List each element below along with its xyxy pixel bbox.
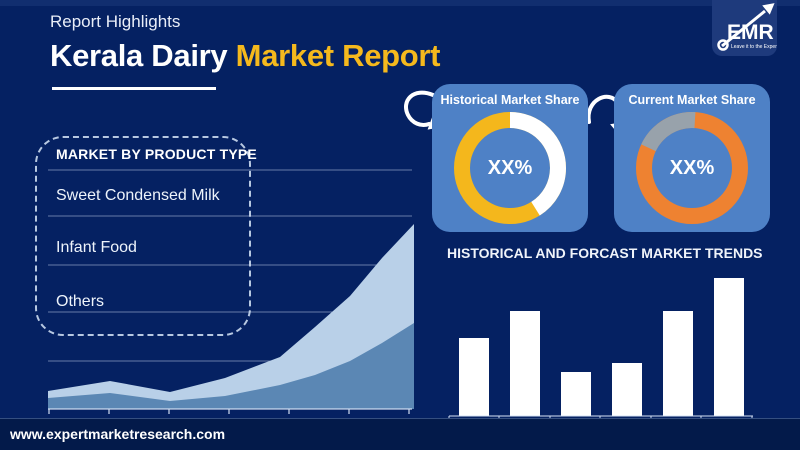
- x-axis: [48, 408, 412, 414]
- trend-bar: [612, 363, 642, 416]
- product-panel-heading: MARKET BY PRODUCT TYPE: [56, 146, 257, 162]
- trend-bars: [459, 278, 744, 416]
- donut-highlight: [454, 112, 566, 224]
- card-title: Current Market Share: [628, 93, 756, 107]
- product-item-others: Others: [56, 293, 105, 310]
- product-type-panel: [35, 136, 251, 336]
- area-series-dark: [48, 323, 414, 409]
- footer-bar: www.expertmarketresearch.com: [0, 418, 800, 450]
- product-area-chart: [48, 169, 414, 414]
- current-share-donut: [636, 112, 748, 224]
- logo-arrow-shaft: [721, 9, 766, 48]
- logo-tagline: Leave it to the Experts!: [731, 44, 777, 50]
- donut-highlight: [636, 112, 748, 224]
- area-series-light: [48, 224, 414, 409]
- gridlines: [48, 169, 412, 362]
- website-link[interactable]: www.expertmarketresearch.com: [10, 426, 226, 442]
- trend-bar: [714, 278, 744, 416]
- logo-arrow-head-icon: [762, 3, 775, 15]
- page-title-white: Kerala Dairy: [50, 38, 236, 73]
- product-item-infant-food: Infant Food: [56, 239, 137, 256]
- top-edge-strip: [0, 0, 800, 6]
- trends-heading: HISTORICAL AND FORCAST MARKET TRENDS: [447, 245, 763, 261]
- trend-bar: [663, 311, 693, 416]
- historical-share-donut: [454, 112, 566, 224]
- donut-center-value: XX%: [669, 156, 715, 179]
- report-eyebrow: Report Highlights: [50, 12, 181, 31]
- title-underline: [52, 87, 216, 90]
- logo-text: EMR: [727, 21, 774, 44]
- page-title: Kerala Dairy Market Report: [50, 38, 441, 74]
- donut-center-value: XX%: [487, 156, 533, 179]
- card-title: Historical Market Share: [440, 93, 580, 107]
- trends-bar-chart: HistoricalForecast: [448, 278, 753, 433]
- trend-bar: [561, 372, 591, 416]
- page-title-accent: Market Report: [235, 38, 441, 73]
- emr-logo: EMR Leave it to the Experts!: [712, 0, 782, 56]
- emr-logo-graphic: EMR Leave it to the Experts!: [717, 3, 782, 51]
- trend-bar: [510, 311, 540, 416]
- trend-bar: [459, 338, 489, 416]
- product-item-sweet-condensed-milk: Sweet Condensed Milk: [56, 187, 220, 204]
- logo-ring-icon: [717, 39, 729, 51]
- current-market-share-card: Current Market Share XX%: [614, 84, 770, 232]
- historical-market-share-card: Historical Market Share XX%: [432, 84, 588, 232]
